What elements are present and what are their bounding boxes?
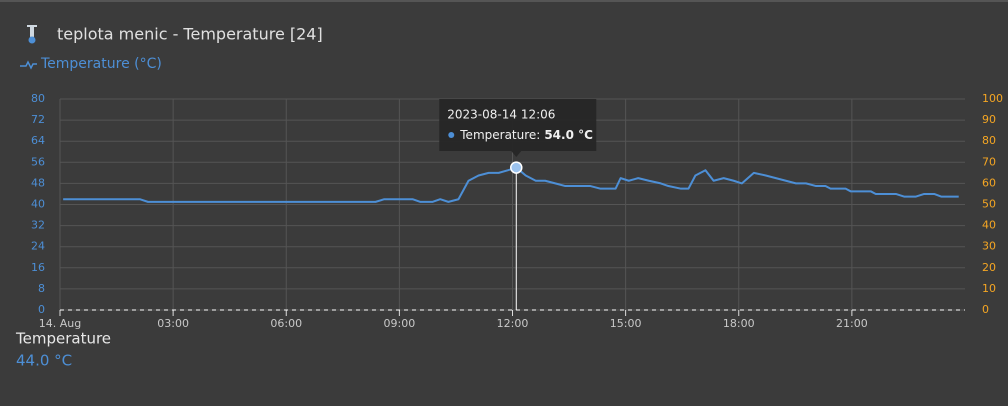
- x-tick-label: 12:00: [497, 317, 529, 330]
- x-tick-label: 03:00: [157, 317, 189, 330]
- y-tick-label: 32: [31, 219, 45, 232]
- y2-tick-label: 10: [982, 282, 996, 295]
- y2-tick-label: 80: [982, 134, 996, 147]
- legend-icon: [20, 60, 37, 70]
- x-tick-label: 18:00: [723, 317, 755, 330]
- hover-marker: [510, 161, 523, 174]
- current-value: 44.0 °C: [16, 352, 72, 370]
- legend-label[interactable]: Temperature (°C): [40, 56, 162, 72]
- panel-title: teplota menic - Temperature [24]: [57, 25, 323, 44]
- y2-tick-label: 90: [982, 113, 996, 126]
- x-tick-label: 14. Aug: [39, 317, 81, 330]
- tooltip-row: Temperature: 54.0 °C: [459, 128, 593, 142]
- y-tick-label: 80: [31, 92, 45, 105]
- tooltip-label: Temperature:: [459, 128, 540, 142]
- y-tick-label: 56: [31, 155, 45, 168]
- tooltip-title: 2023-08-14 12:06: [447, 108, 555, 122]
- y-tick-label: 40: [31, 198, 45, 211]
- x-tick-label: 09:00: [384, 317, 416, 330]
- x-tick-label: 06:00: [270, 317, 302, 330]
- y2-tick-label: 50: [982, 198, 996, 211]
- x-tick-label: 21:00: [836, 317, 868, 330]
- y-tick-label: 48: [31, 176, 45, 189]
- tooltip-value: 54.0 °C: [544, 128, 593, 142]
- y2-tick-label: 100: [982, 92, 1003, 105]
- legend[interactable]: Temperature (°C): [20, 56, 162, 72]
- y-tick-label: 72: [31, 113, 45, 126]
- y-tick-label: 64: [31, 134, 45, 147]
- tooltip-dot: [448, 132, 455, 138]
- y-tick-label: 8: [38, 282, 45, 295]
- y2-tick-label: 30: [982, 240, 996, 253]
- y-tick-label: 24: [31, 240, 45, 253]
- top-border: [0, 0, 1008, 2]
- y-tick-label: 16: [31, 261, 45, 274]
- y2-tick-label: 0: [982, 303, 989, 316]
- y-tick-label: 0: [38, 303, 45, 316]
- current-label: Temperature: [15, 330, 111, 348]
- series-line: [63, 166, 959, 203]
- y2-tick-label: 40: [982, 219, 996, 232]
- y2-tick-label: 60: [982, 176, 996, 189]
- y2-tick-label: 20: [982, 261, 996, 274]
- tooltip-box: [439, 99, 597, 157]
- y2-tick-label: 70: [982, 155, 996, 168]
- plot: 0 8 16 24 32 40 48 56 64 72 80 0 10 20 30 40 50 60 70 80 90 1…: [31, 92, 1003, 330]
- thermometer-icon: [27, 25, 37, 44]
- x-tick-label: 15:00: [610, 317, 642, 330]
